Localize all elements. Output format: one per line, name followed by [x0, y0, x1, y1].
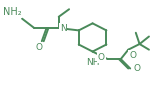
- Text: NH₂: NH₂: [3, 7, 21, 17]
- Text: NH: NH: [86, 58, 99, 67]
- Text: O: O: [36, 43, 43, 52]
- Text: O: O: [98, 53, 105, 62]
- Text: O: O: [129, 51, 136, 60]
- Text: O: O: [134, 64, 141, 73]
- Text: N: N: [60, 24, 66, 33]
